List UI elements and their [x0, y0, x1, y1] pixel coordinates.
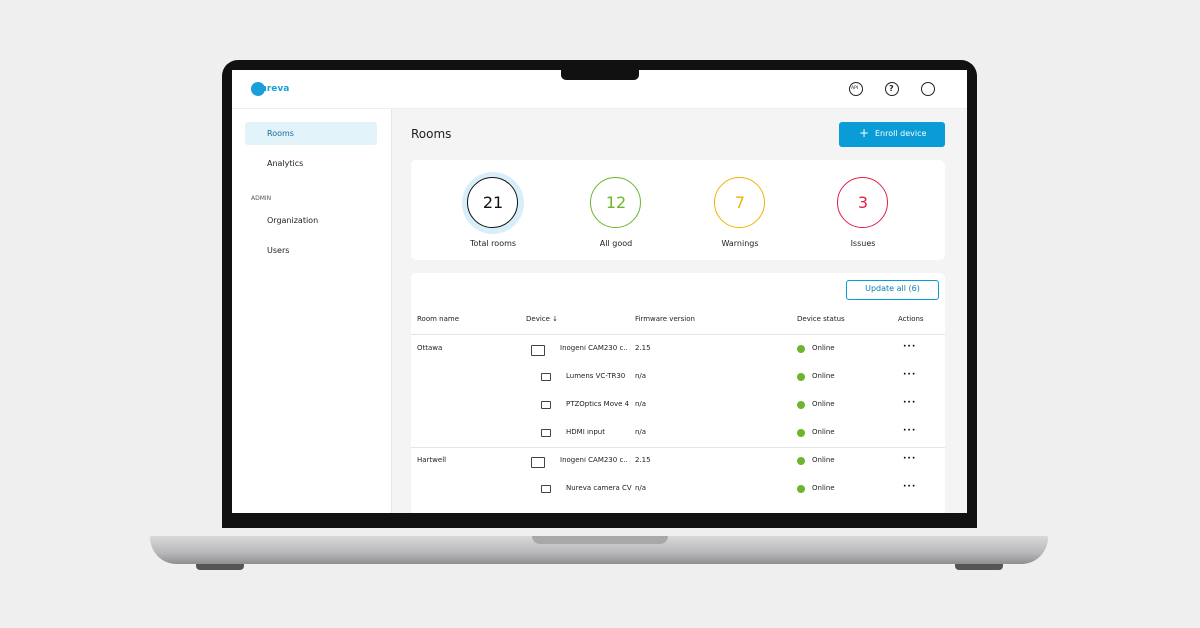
- help-label: ?: [889, 84, 894, 93]
- stat-value: 21: [482, 193, 504, 212]
- api-label: API: [851, 86, 859, 91]
- device-icon: [541, 485, 551, 493]
- device-icon: [541, 401, 551, 409]
- nav-organization[interactable]: Organization: [267, 216, 319, 225]
- status: Online: [812, 344, 835, 352]
- header-divider: [411, 334, 945, 335]
- update-button-label: Update all (6): [865, 284, 920, 293]
- room-name: Hartwell: [417, 456, 447, 464]
- status: Online: [812, 428, 835, 436]
- laptop-foot: [196, 564, 244, 570]
- enroll-button-label: Enroll device: [875, 129, 927, 138]
- camera-notch: [561, 68, 639, 80]
- laptop-foot: [955, 564, 1003, 570]
- stat-label: Total rooms: [469, 239, 517, 248]
- status: Online: [812, 400, 835, 408]
- stat-ring: [467, 177, 518, 228]
- status-dot: [797, 401, 805, 409]
- nav-active[interactable]: [245, 122, 377, 145]
- column-header: Device ↓: [526, 315, 559, 323]
- nav-analytics[interactable]: Analytics: [267, 159, 304, 168]
- actions-menu[interactable]: ···: [903, 426, 917, 436]
- actions-menu[interactable]: ···: [903, 398, 917, 408]
- stat-ring: [837, 177, 888, 228]
- status: Online: [812, 456, 835, 464]
- stat-value: 7: [734, 193, 746, 212]
- device-icon: [541, 373, 551, 381]
- status-dot: [797, 429, 805, 437]
- api-icon[interactable]: [849, 82, 863, 96]
- row-divider: [411, 447, 945, 448]
- page-title: Rooms: [411, 127, 452, 141]
- logo-mark: [251, 82, 265, 96]
- column-header: Actions: [898, 315, 924, 323]
- logo: nureva: [254, 84, 290, 94]
- update-button[interactable]: [846, 280, 939, 300]
- firmware: 2.15: [635, 344, 651, 352]
- table-card: Update all (6) Room name Device ↓ Firmware …: [411, 273, 945, 513]
- nav-section: ADMIN: [251, 195, 272, 202]
- device-name: Lumens VC-TR30: [566, 373, 626, 380]
- help-icon[interactable]: [885, 82, 899, 96]
- actions-menu[interactable]: ···: [903, 454, 917, 464]
- status: Online: [812, 372, 835, 380]
- nav-users[interactable]: Users: [267, 246, 290, 255]
- firmware: n/a: [635, 484, 647, 492]
- column-header: Device status: [797, 315, 845, 323]
- firmware: n/a: [635, 400, 647, 408]
- actions-menu[interactable]: ···: [903, 342, 917, 352]
- actions-menu[interactable]: ···: [903, 370, 917, 380]
- user-icon[interactable]: [921, 82, 935, 96]
- sidebar: [232, 109, 392, 513]
- stat-value: 12: [605, 193, 627, 212]
- device-name: Nureva camera CV: [566, 485, 632, 492]
- stat-value: 3: [857, 193, 869, 212]
- column-header: Room name: [417, 315, 460, 323]
- stat-ring: [714, 177, 765, 228]
- stat-label: All good: [599, 239, 633, 248]
- stat-ring: [590, 177, 641, 228]
- status: Online: [812, 484, 835, 492]
- device-name: HDMI input: [566, 429, 605, 436]
- status-dot: [797, 457, 805, 465]
- enroll-button[interactable]: [839, 122, 945, 147]
- stat-label: Warnings: [721, 239, 759, 248]
- firmware: 2.15: [635, 456, 651, 464]
- device-icon: [531, 345, 545, 356]
- room-name: Ottawa: [417, 344, 443, 352]
- device-icon: [531, 457, 545, 468]
- enroll-plus: +: [859, 126, 870, 140]
- column-header: Firmware version: [635, 315, 695, 323]
- screen: nureva API ? Rooms Analytics ADMIN Organ…: [232, 70, 967, 513]
- stat-label: Issues: [850, 239, 876, 248]
- status-dot: [797, 345, 805, 353]
- nav-rooms[interactable]: Rooms: [267, 129, 294, 138]
- device-name: Inogeni CAM230 c…: [560, 345, 628, 352]
- firmware: n/a: [635, 372, 647, 380]
- device-icon: [541, 429, 551, 437]
- status-dot: [797, 373, 805, 381]
- actions-menu[interactable]: ···: [903, 482, 917, 492]
- device-name: PTZOptics Move 4: [566, 401, 630, 408]
- device-name: Inogeni CAM230 c…: [560, 457, 628, 464]
- status-dot: [797, 485, 805, 493]
- firmware: n/a: [635, 428, 647, 436]
- laptop-notch: [532, 536, 668, 544]
- summary-card: 21 Total rooms 12 All good 7 Warnings 3 Issues: [411, 160, 945, 260]
